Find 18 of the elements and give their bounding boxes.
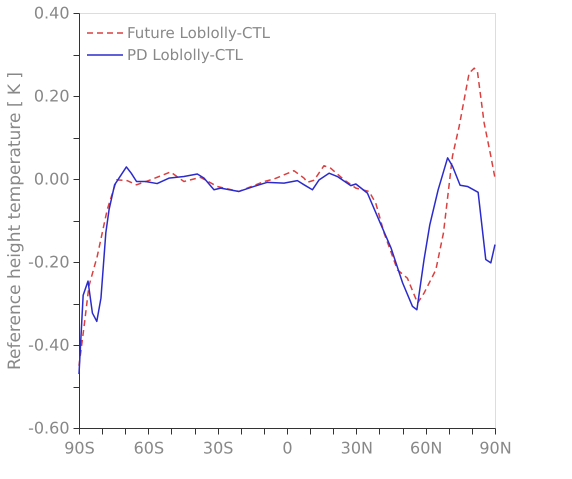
x-tick-label: 60N xyxy=(410,438,442,458)
y-tick-label: -0.40 xyxy=(28,336,70,354)
y-tick-label: -0.20 xyxy=(28,252,70,272)
x-tick-label: 30N xyxy=(340,438,373,458)
line-series xyxy=(78,67,496,366)
y-tick-label: 0.20 xyxy=(34,86,70,106)
x-tick-label: 90N xyxy=(479,438,512,458)
line-series xyxy=(78,157,496,375)
x-tick-label: 60S xyxy=(134,438,164,458)
x-tick-label: 30S xyxy=(202,438,234,458)
x-tick-label: 0 xyxy=(282,438,293,458)
y-tick-label: -0.60 xyxy=(28,418,70,438)
y-axis-title: Reference height temperature [ K ] xyxy=(5,72,26,370)
y-tick-label: 0.40 xyxy=(34,4,70,22)
x-tick-label: 90S xyxy=(64,438,95,458)
legend-label: PD Loblolly-CTL xyxy=(127,46,244,64)
y-tick-label: 0.00 xyxy=(34,170,70,188)
legend-label: Future Loblolly-CTL xyxy=(127,24,271,42)
